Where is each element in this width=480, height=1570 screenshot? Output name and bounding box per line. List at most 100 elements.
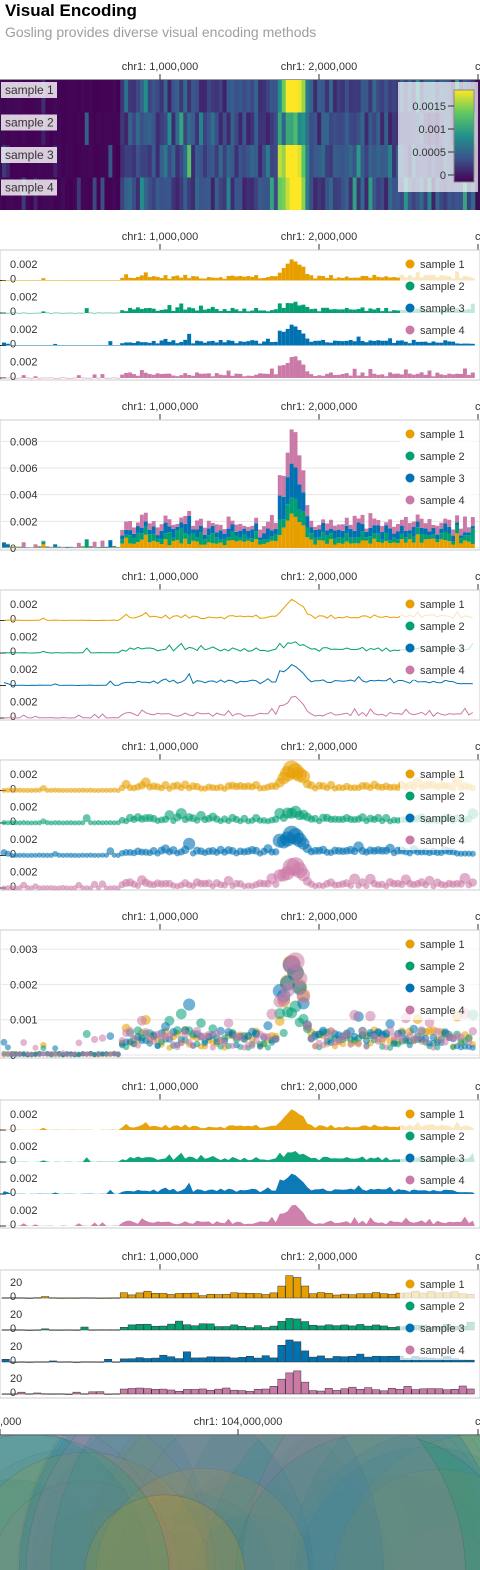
arc bbox=[0, 1435, 170, 1570]
bar bbox=[234, 309, 239, 313]
y-tick-label: 0 bbox=[10, 543, 16, 555]
point bbox=[229, 1042, 236, 1049]
rect-bar bbox=[119, 1292, 128, 1299]
rect-bar bbox=[340, 1324, 349, 1331]
heatmap-cell bbox=[273, 112, 279, 145]
heatmap-cell bbox=[246, 80, 251, 113]
rect-bar bbox=[41, 1328, 50, 1331]
bar bbox=[309, 341, 314, 346]
rect-bar bbox=[277, 1378, 286, 1395]
stacked-bar bbox=[187, 534, 192, 545]
stacked-bar bbox=[226, 537, 231, 541]
legend-label: sample 2 bbox=[420, 451, 465, 463]
axis-tick-label: chr1: 2,000,000 bbox=[281, 401, 357, 413]
bar bbox=[195, 276, 199, 281]
colorbar-label: 0.0015 bbox=[412, 101, 446, 113]
bar bbox=[151, 308, 156, 313]
stacked-bar bbox=[262, 543, 266, 548]
bar bbox=[151, 276, 156, 281]
point bbox=[29, 1052, 35, 1058]
bar bbox=[317, 311, 322, 313]
stacked-bar bbox=[214, 532, 219, 538]
stacked-bar bbox=[301, 470, 306, 493]
heatmap-cell bbox=[250, 80, 255, 113]
bar bbox=[285, 328, 290, 346]
heatmap-cell bbox=[242, 145, 247, 178]
bar bbox=[57, 377, 62, 379]
stacked-bar bbox=[297, 521, 302, 548]
bar bbox=[451, 341, 456, 346]
heatmap-cell bbox=[242, 112, 247, 145]
stacked-bar bbox=[13, 547, 18, 548]
heatmap-cell bbox=[167, 80, 172, 113]
heatmap-cell bbox=[392, 80, 397, 113]
heatmap-cell bbox=[399, 177, 405, 210]
rect-bar bbox=[182, 1389, 191, 1395]
bar bbox=[222, 375, 227, 378]
bar bbox=[199, 373, 203, 378]
point bbox=[36, 1052, 42, 1058]
stacked-bar bbox=[459, 538, 463, 544]
stacked-bar bbox=[419, 542, 424, 548]
bar bbox=[29, 312, 34, 314]
stacked-bar bbox=[317, 524, 322, 530]
stacked-bar bbox=[206, 542, 211, 548]
heatmap-cell bbox=[309, 80, 314, 113]
bar bbox=[53, 343, 58, 346]
bar bbox=[17, 377, 22, 379]
bar bbox=[61, 312, 66, 314]
stacked-bar bbox=[340, 524, 345, 531]
bar bbox=[72, 377, 77, 379]
heatmap-cell bbox=[305, 177, 310, 210]
heatmap-cell bbox=[175, 177, 180, 210]
bar bbox=[104, 377, 109, 379]
bar bbox=[344, 308, 349, 313]
bar bbox=[392, 277, 396, 281]
heatmap-cell bbox=[210, 177, 216, 210]
heatmap-cell bbox=[293, 145, 298, 178]
bar bbox=[265, 311, 270, 313]
rect-bar bbox=[332, 1294, 341, 1299]
bar bbox=[254, 308, 259, 313]
stacked-bar bbox=[281, 527, 286, 548]
rect-bar bbox=[214, 1356, 223, 1363]
heatmap-cell bbox=[329, 177, 334, 210]
heatmap-cell bbox=[206, 145, 212, 178]
bar bbox=[65, 345, 69, 346]
bar bbox=[238, 275, 243, 281]
point bbox=[441, 1038, 449, 1046]
stacked-bar bbox=[206, 535, 211, 543]
bar bbox=[84, 308, 89, 313]
stacked-bar bbox=[332, 538, 337, 545]
bar bbox=[226, 310, 231, 313]
stacked-bar bbox=[356, 537, 361, 544]
heatmap-cell bbox=[132, 80, 137, 113]
heatmap-cell bbox=[61, 112, 66, 145]
panel-frame bbox=[0, 1269, 480, 1399]
stacked-bar bbox=[372, 533, 377, 539]
bar bbox=[380, 340, 385, 346]
rect-bar bbox=[198, 1357, 207, 1363]
stacked-bar bbox=[293, 467, 298, 499]
heatmap-cell bbox=[419, 177, 425, 210]
area-2 bbox=[2, 1173, 475, 1194]
stacked-bar bbox=[407, 533, 412, 540]
heatmap-cell bbox=[281, 145, 287, 178]
bar bbox=[88, 345, 93, 346]
bar bbox=[403, 341, 408, 346]
heatmap-cell bbox=[151, 145, 157, 178]
rect-bar bbox=[277, 1321, 286, 1331]
bar bbox=[206, 341, 211, 346]
stacked-bar bbox=[329, 528, 333, 534]
bar bbox=[242, 376, 247, 378]
point bbox=[13, 885, 19, 891]
stacked-bar bbox=[175, 530, 180, 540]
point bbox=[457, 1033, 465, 1042]
stacked-bar bbox=[139, 527, 144, 534]
axis-tick-label: chr1: 3,0 bbox=[475, 1081, 480, 1093]
stacked-bar bbox=[155, 527, 160, 536]
stacked-bar bbox=[218, 530, 223, 540]
stacked-bar bbox=[392, 537, 396, 543]
stacked-bar bbox=[167, 519, 172, 527]
